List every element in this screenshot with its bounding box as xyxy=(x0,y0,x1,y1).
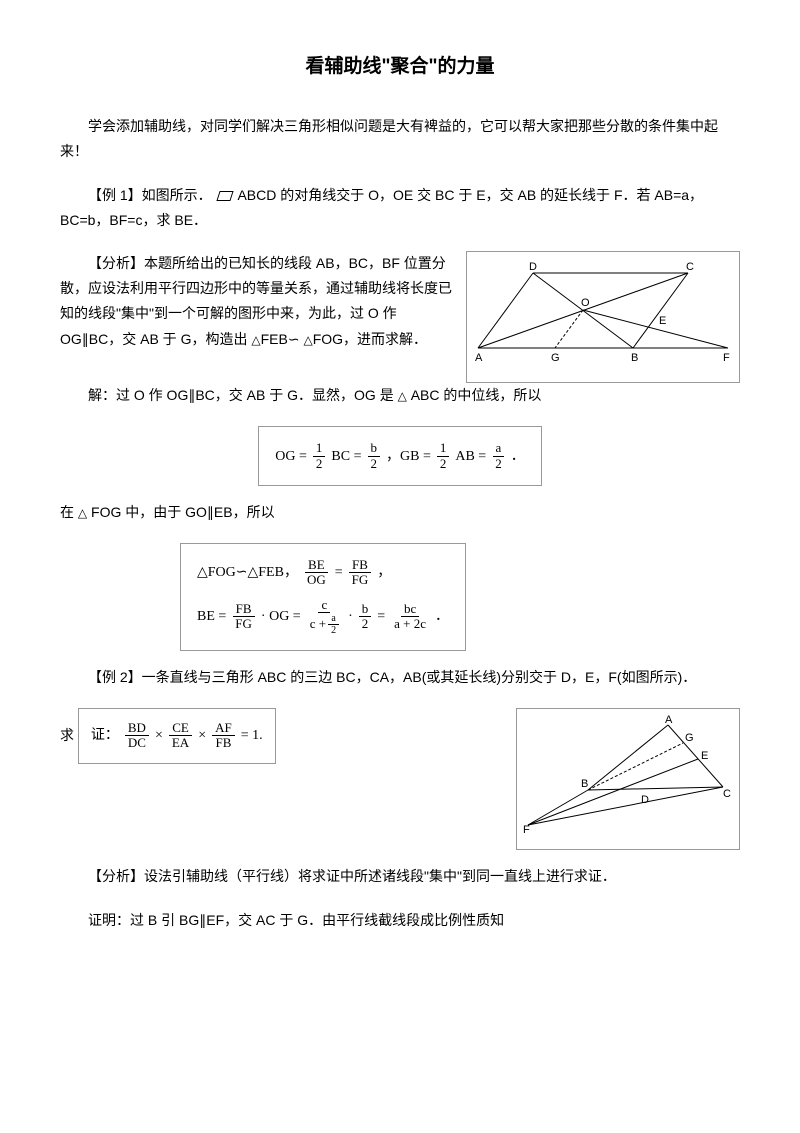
f2l2-mid2: · xyxy=(348,604,353,629)
ex1-solution-suffix: ABC 的中位线，所以 xyxy=(411,387,542,403)
label2-B: B xyxy=(581,778,588,790)
ex1-diagram: A B C D O E F G xyxy=(466,251,740,383)
ex2-analysis: 【分析】设法引辅助线（平行线）将求证中所述诸线段"集中"到同一直线上进行求证． xyxy=(60,864,740,889)
ex2-fd1: DC xyxy=(125,736,149,750)
ex2-fd2: EA xyxy=(169,736,192,750)
f2l1-a: △FOG∽△FEB， xyxy=(197,560,298,585)
ex2-formula-row: 求 证： BDDC × CEEA × AFFB = 1. A B C D xyxy=(60,708,740,850)
intro-text: 学会添加辅助线，对同学们解决三角形相似问题是大有裨益的，它可以帮大家把那些分散的… xyxy=(60,114,740,164)
line2-prefix: 在 xyxy=(60,504,74,520)
label2-G: G xyxy=(685,732,694,744)
ex2-t1: × xyxy=(155,723,163,748)
f2l1-eq: = xyxy=(335,560,343,585)
ex2-problem: 【例 2】一条直线与三角形 ABC 的三边 BC，CA，AB(或其延长线)分别交… xyxy=(60,665,740,690)
page-title: 看辅助线"聚合"的力量 xyxy=(60,50,740,84)
label2-E: E xyxy=(701,750,708,762)
ex2-t2: × xyxy=(198,723,206,748)
f1-d4: 2 xyxy=(492,457,505,471)
triangle-icon: △ xyxy=(78,506,87,520)
label2-F: F xyxy=(523,824,530,835)
f2l2-n3: b xyxy=(359,602,372,617)
label-C: C xyxy=(686,261,694,273)
label2-A: A xyxy=(665,715,673,726)
ex2-diagram: A B C D E F G xyxy=(516,708,740,850)
ex2-fn3: AF xyxy=(212,721,235,736)
ex2-fn1: BD xyxy=(125,721,149,736)
f1-n2: b xyxy=(368,441,381,456)
ex1-problem-prefix: 【例 1】如图所示． xyxy=(88,187,212,203)
triangle-icon: △ xyxy=(303,333,312,347)
label-O: O xyxy=(581,297,590,309)
label2-C: C xyxy=(723,788,731,800)
f2l1-n2: FB xyxy=(349,558,371,573)
ex1-problem: 【例 1】如图所示． ABCD 的对角线交于 O，OE 交 BC 于 E，交 A… xyxy=(60,183,740,233)
f2l2-d2d: 2 xyxy=(328,625,339,636)
f2l1-end: ， xyxy=(377,560,391,585)
ex2-proof: 证明：过 B 引 BG∥EF，交 AC 于 G．由平行线截线段成比例性质知 xyxy=(60,908,740,933)
f2l2-d4: a + 2c xyxy=(391,617,429,631)
ex2-fd3: FB xyxy=(212,736,234,750)
f1-mid: BC = xyxy=(331,444,361,469)
label-A: A xyxy=(475,352,483,364)
label-B: B xyxy=(631,352,638,364)
f1-mid2: AB = xyxy=(455,444,486,469)
ex2-formula: 证： BDDC × CEEA × AFFB = 1. xyxy=(78,708,276,764)
f1-n4: a xyxy=(493,441,505,456)
ex1-solution-prefix: 解：过 O 作 OG∥BC，交 AB 于 G．显然，OG 是 xyxy=(88,387,394,403)
f2l2-n1: FB xyxy=(233,602,255,617)
ex1-analysis-tail2: FOG，进而求解． xyxy=(313,331,427,347)
f2l2-end: ． xyxy=(435,604,449,629)
f2l2-d2n: a xyxy=(328,613,338,625)
ex2-qiu: 求 xyxy=(60,727,74,743)
f1-d1: 2 xyxy=(313,457,326,471)
f2l2-n4: bc xyxy=(401,602,419,617)
f2l2-n2: c xyxy=(318,598,330,613)
ex1-formula2: △FOG∽△FEB， BEOG = FBFG ， BE = FBFG · OG … xyxy=(180,543,466,651)
f2l2-mid: · OG = xyxy=(261,604,301,629)
ex1-solution-line: 解：过 O 作 OG∥BC，交 AB 于 G．显然，OG 是 △ ABC 的中位… xyxy=(60,383,740,408)
label-F: F xyxy=(723,352,730,364)
f1-lhs: OG = xyxy=(275,444,307,469)
f2l1-d1: OG xyxy=(304,573,329,587)
parallelogram-icon xyxy=(216,191,233,201)
f2l2-d1: FG xyxy=(232,617,255,631)
f1-end: ． xyxy=(511,444,525,469)
label-D: D xyxy=(529,261,537,273)
triangle-icon: △ xyxy=(251,333,260,347)
line2-body: FOG 中，由于 GO∥EB，所以 xyxy=(91,504,275,520)
ex1-formula1: OG = 12 BC = b2 ，GB = 12 AB = a2 ． xyxy=(258,426,541,486)
ex2-feq: = 1. xyxy=(241,723,263,748)
f1-d2: 2 xyxy=(368,457,381,471)
ex1-analysis-tail: FEB∽ xyxy=(261,331,300,347)
f2l1-d2: FG xyxy=(349,573,372,587)
f1-d3: 2 xyxy=(437,457,450,471)
f1-sep: ，GB = xyxy=(386,444,431,469)
ex1-analysis-block: A B C D O E F G 【分析】本题所给出的已知长的线段 AB，BC，B… xyxy=(60,251,740,383)
ex2-zheng: 证： xyxy=(91,723,119,748)
f2l2-d2a: c + xyxy=(310,617,326,631)
f2l1-n1: BE xyxy=(305,558,328,573)
ex1-line2: 在 △ FOG 中，由于 GO∥EB，所以 xyxy=(60,500,740,525)
label-E: E xyxy=(659,315,666,327)
f2l2-a: BE = xyxy=(197,604,226,629)
ex2-fn2: CE xyxy=(169,721,192,736)
f2l2-d3: 2 xyxy=(359,617,372,631)
ex1-analysis-text: 【分析】本题所给出的已知长的线段 AB，BC，BF 位置分散，应设法利用平行四边… xyxy=(60,251,456,352)
label-G: G xyxy=(551,352,560,364)
f1-n1: 1 xyxy=(313,441,326,456)
f2l2-eq2: = xyxy=(377,604,385,629)
label2-D: D xyxy=(641,794,649,806)
triangle-icon: △ xyxy=(398,389,407,403)
f1-n3: 1 xyxy=(437,441,450,456)
ex1-analysis-label: 【分析】 xyxy=(88,255,144,271)
